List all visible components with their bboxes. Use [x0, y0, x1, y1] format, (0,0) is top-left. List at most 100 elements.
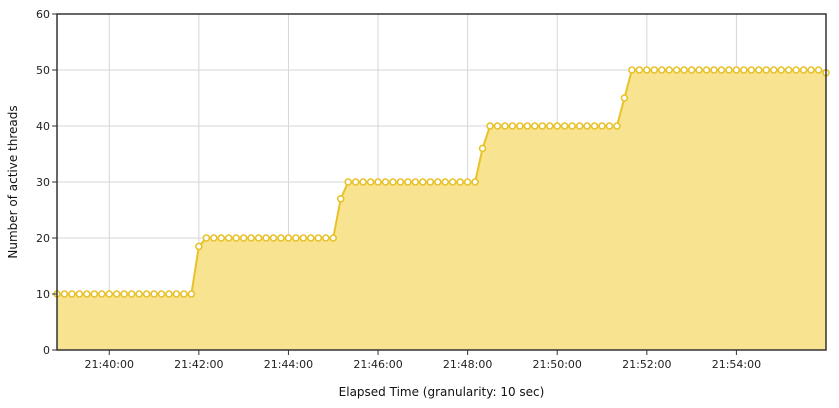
- data-point: [165, 290, 173, 298]
- data-point: [262, 234, 270, 242]
- data-point: [292, 234, 300, 242]
- x-tick-label: 21:54:00: [712, 358, 761, 371]
- data-point: [187, 290, 196, 298]
- data-point: [568, 122, 576, 130]
- data-point: [755, 66, 763, 74]
- data-point: [217, 234, 226, 242]
- data-point: [366, 178, 375, 186]
- data-point: [695, 66, 703, 74]
- data-point: [68, 290, 76, 298]
- data-point: [665, 66, 674, 74]
- data-point: [657, 66, 666, 74]
- data-point: [792, 66, 800, 74]
- data-point: [493, 122, 502, 130]
- data-point: [105, 290, 114, 298]
- data-point: [60, 290, 69, 298]
- data-point: [232, 234, 240, 242]
- data-point: [254, 234, 263, 242]
- data-point: [799, 66, 808, 74]
- data-point: [516, 122, 524, 130]
- data-point: [583, 122, 591, 130]
- data-point: [672, 66, 681, 74]
- data-point: [411, 178, 420, 186]
- data-point: [351, 178, 360, 186]
- data-point: [150, 290, 158, 298]
- data-point: [523, 122, 532, 130]
- data-point: [284, 234, 293, 242]
- data-point: [620, 94, 629, 102]
- data-point: [396, 178, 405, 186]
- data-point: [702, 66, 711, 74]
- data-point: [680, 66, 688, 74]
- data-point: [97, 290, 106, 298]
- data-point: [195, 242, 203, 251]
- x-axis-ticks: 21:40:00 21:42:00 21:44:00 21:46:00 21:48:00…: [85, 350, 761, 371]
- data-point: [747, 66, 756, 74]
- data-point: [545, 122, 554, 130]
- data-point: [687, 66, 696, 74]
- data-point: [725, 66, 733, 74]
- x-tick-label: 21:44:00: [264, 358, 313, 371]
- data-point: [501, 122, 509, 130]
- data-point: [404, 178, 412, 186]
- data-point: [560, 122, 569, 130]
- data-point: [814, 66, 823, 74]
- data-point: [471, 178, 479, 186]
- data-point: [448, 178, 457, 186]
- data-point: [381, 178, 390, 186]
- data-point: [486, 122, 494, 130]
- series-area: [57, 70, 826, 350]
- data-point: [717, 66, 726, 74]
- data-point: [575, 122, 584, 130]
- data-point: [740, 66, 748, 74]
- data-point: [531, 122, 539, 130]
- data-point: [777, 66, 786, 74]
- data-point: [209, 234, 218, 242]
- data-point: [202, 234, 211, 242]
- y-tick-label: 60: [36, 8, 50, 21]
- data-point: [650, 66, 659, 74]
- data-point: [613, 122, 621, 130]
- y-tick-label: 50: [36, 64, 50, 77]
- data-point: [605, 122, 614, 130]
- data-point: [456, 178, 464, 186]
- data-point: [807, 66, 815, 74]
- data-point: [314, 234, 323, 242]
- data-point: [762, 66, 771, 74]
- data-point: [135, 290, 143, 298]
- data-point: [508, 122, 517, 130]
- data-point: [732, 66, 741, 74]
- data-point: [419, 178, 427, 186]
- data-point: [277, 234, 285, 242]
- x-tick-label: 21:42:00: [174, 358, 223, 371]
- data-point: [590, 122, 599, 130]
- data-point: [643, 66, 651, 74]
- y-tick-label: 20: [36, 232, 50, 245]
- x-tick-label: 21:50:00: [533, 358, 582, 371]
- x-tick-label: 21:46:00: [353, 358, 402, 371]
- data-point: [374, 178, 382, 186]
- y-tick-label: 30: [36, 176, 50, 189]
- data-point: [336, 195, 345, 203]
- data-point: [538, 122, 547, 130]
- y-axis-ticks: 0 10 20 30 40 50 60: [36, 8, 57, 357]
- data-point: [83, 290, 91, 298]
- data-point: [598, 122, 606, 130]
- data-point: [553, 122, 562, 130]
- data-point: [433, 178, 442, 186]
- data-point: [112, 290, 121, 298]
- data-point: [180, 290, 188, 298]
- x-tick-label: 21:48:00: [443, 358, 492, 371]
- data-point: [710, 66, 718, 74]
- data-point: [441, 178, 450, 186]
- data-point: [90, 290, 99, 298]
- data-point: [359, 178, 367, 186]
- data-point: [224, 234, 233, 242]
- data-point: [75, 290, 84, 298]
- data-point: [478, 144, 487, 153]
- data-point: [307, 234, 315, 242]
- series-markers: [53, 66, 830, 298]
- data-point: [321, 234, 330, 242]
- data-point: [120, 290, 128, 298]
